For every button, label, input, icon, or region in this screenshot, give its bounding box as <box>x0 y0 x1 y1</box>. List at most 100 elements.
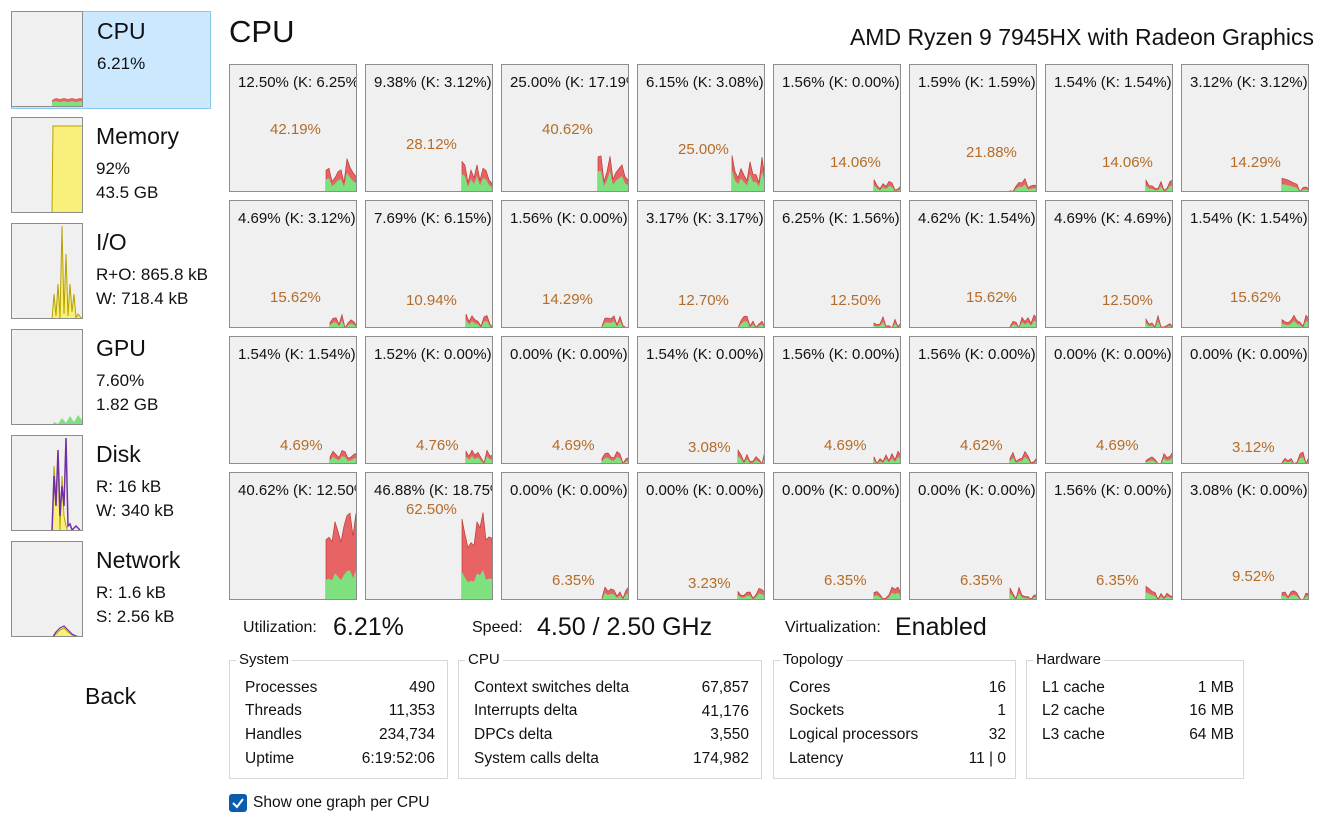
cpu-core-graph: 0.00% (K: 0.00%) 6.35% <box>909 472 1037 600</box>
core-usage-text: 0.00% (K: 0.00%) <box>510 346 628 363</box>
core-usage-graph <box>1009 314 1036 327</box>
core-usage-graph <box>465 313 492 327</box>
row-value: 3,550 <box>710 726 749 743</box>
core-peak-label: 10.94% <box>406 292 457 309</box>
row-label: Logical processors <box>789 726 919 743</box>
per-cpu-graph-checkbox[interactable] <box>229 794 247 812</box>
core-usage-text: 12.50% (K: 6.25%) <box>238 74 356 91</box>
core-peak-label: 4.69% <box>552 437 595 454</box>
checkmark-icon <box>232 798 244 809</box>
core-usage-text: 1.56% (K: 0.00%) <box>782 346 900 363</box>
core-peak-label: 21.88% <box>966 144 1017 161</box>
cpu-core-graph: 0.00% (K: 0.00%) 3.12% <box>1181 336 1309 464</box>
io-thumbnail-graph <box>11 223 83 319</box>
back-button[interactable]: Back <box>85 683 137 709</box>
sidebar-item-io[interactable]: I/O R+O: 865.8 kB W: 718.4 kB <box>11 223 211 321</box>
gpu-thumbnail-graph <box>11 329 83 425</box>
core-peak-label: 6.35% <box>960 572 1003 589</box>
topology-row: Logical processors 32 <box>789 726 1006 744</box>
cpu-core-graph: 4.62% (K: 1.54%) 15.62% <box>909 200 1037 328</box>
utilization-label: Utilization: <box>243 619 317 636</box>
per-cpu-graph-label[interactable]: Show one graph per CPU <box>253 794 430 811</box>
core-usage-text: 0.00% (K: 0.00%) <box>510 482 628 499</box>
core-usage-text: 46.88% (K: 18.75%) <box>374 482 492 499</box>
sidebar-item-value: 7.60% <box>96 371 145 390</box>
core-usage-text: 0.00% (K: 0.00%) <box>646 482 764 499</box>
core-usage-text: 4.69% (K: 4.69%) <box>1054 210 1172 227</box>
sidebar-item-value: 1.82 GB <box>96 395 159 414</box>
core-peak-label: 15.62% <box>270 289 321 306</box>
sidebar-item-value: R+O: 865.8 kB <box>96 265 208 284</box>
cpu-core-graph: 12.50% (K: 6.25%) 42.19% <box>229 64 357 192</box>
sidebar-item-title: GPU <box>96 335 146 361</box>
core-usage-text: 1.56% (K: 0.00%) <box>918 346 1036 363</box>
core-peak-label: 14.29% <box>1230 154 1281 171</box>
sidebar-item-gpu[interactable]: GPU 7.60% 1.82 GB <box>11 329 211 427</box>
core-usage-text: 1.59% (K: 1.59%) <box>918 74 1036 91</box>
cpu-core-graph: 7.69% (K: 6.15%) 10.94% <box>365 200 493 328</box>
row-value: 32 <box>988 726 1006 743</box>
row-value: 11,353 <box>388 702 435 719</box>
core-usage-text: 7.69% (K: 6.15%) <box>374 210 492 227</box>
topology-group-title: Topology <box>780 651 847 668</box>
sidebar-item-cpu[interactable]: CPU 6.21% <box>11 11 211 109</box>
virtualization-value: Enabled <box>895 613 987 641</box>
cpu-core-graph: 4.69% (K: 4.69%) 12.50% <box>1045 200 1173 328</box>
row-label: Handles <box>245 726 302 743</box>
topology-group: Topology Cores 16 Sockets 1 Logical proces… <box>773 651 1016 779</box>
core-usage-text: 4.62% (K: 1.54%) <box>918 210 1036 227</box>
system-group-title: System <box>236 651 293 668</box>
core-usage-graph <box>601 451 628 463</box>
core-peak-label: 62.50% <box>406 501 457 518</box>
sidebar-item-disk[interactable]: Disk R: 16 kB W: 340 kB <box>11 435 211 533</box>
core-peak-label: 6.35% <box>824 572 867 589</box>
cpu-counters-group: CPU Context switches delta 67,857 Interru… <box>458 651 762 779</box>
cpu-group-title: CPU <box>465 651 503 668</box>
cpu-core-graph: 3.17% (K: 3.17%) 12.70% <box>637 200 765 328</box>
speed-value: 4.50 / 2.50 GHz <box>537 613 713 641</box>
cpu-core-graph: 0.00% (K: 0.00%) 4.69% <box>1045 336 1173 464</box>
sidebar-item-memory[interactable]: Memory 92% 43.5 GB <box>11 117 211 215</box>
row-value: 67,857 <box>701 679 749 696</box>
core-peak-label: 4.69% <box>1096 437 1139 454</box>
core-usage-graph <box>873 450 900 463</box>
sidebar-item-network[interactable]: Network R: 1.6 kB S: 2.56 kB <box>11 541 211 639</box>
core-peak-label: 9.52% <box>1232 568 1275 585</box>
cpu-row: System calls delta 174,982 <box>474 750 749 768</box>
core-usage-text: 25.00% (K: 17.19%) <box>510 74 628 91</box>
core-usage-graph <box>465 449 492 463</box>
core-usage-text: 9.38% (K: 3.12%) <box>374 74 492 91</box>
cpu-core-graph: 1.56% (K: 0.00%) 14.06% <box>773 64 901 192</box>
core-usage-text: 1.56% (K: 0.00%) <box>1054 482 1172 499</box>
core-usage-text: 1.54% (K: 1.54%) <box>238 346 356 363</box>
core-peak-label: 25.00% <box>678 141 729 158</box>
row-value: 1 MB <box>1197 679 1234 696</box>
cpu-core-graph: 1.54% (K: 1.54%) 14.06% <box>1045 64 1173 192</box>
core-peak-label: 14.29% <box>542 291 593 308</box>
cpu-core-graph: 4.69% (K: 3.12%) 15.62% <box>229 200 357 328</box>
row-label: Latency <box>789 750 844 767</box>
system-group: System Processes 490 Threads 11,353 Handle… <box>229 651 448 779</box>
core-usage-text: 3.17% (K: 3.17%) <box>646 210 764 227</box>
row-label: L3 cache <box>1042 726 1105 743</box>
core-peak-label: 4.69% <box>280 437 323 454</box>
core-peak-label: 12.70% <box>678 292 729 309</box>
row-label: Threads <box>245 702 302 719</box>
cpu-core-graph: 0.00% (K: 0.00%) 6.35% <box>773 472 901 600</box>
core-usage-text: 0.00% (K: 0.00%) <box>1054 346 1172 363</box>
core-usage-text: 0.00% (K: 0.00%) <box>1190 346 1308 363</box>
core-usage-graph <box>329 450 356 463</box>
sidebar-item-value: W: 340 kB <box>96 501 175 520</box>
core-usage-graph <box>601 315 628 327</box>
core-usage-graph <box>461 160 492 191</box>
core-usage-graph <box>1009 586 1036 599</box>
core-usage-text: 1.52% (K: 0.00%) <box>374 346 492 363</box>
row-value: 16 <box>988 679 1006 696</box>
cpu-core-graph: 1.54% (K: 1.54%) 15.62% <box>1181 200 1309 328</box>
core-peak-label: 12.50% <box>830 292 881 309</box>
core-peak-label: 4.69% <box>824 437 867 454</box>
cpu-row: Interrupts delta 41,176 <box>474 702 749 720</box>
row-value: 6:19:52:06 <box>361 750 435 767</box>
row-value: 234,734 <box>378 726 435 743</box>
row-label: Context switches delta <box>474 679 630 696</box>
